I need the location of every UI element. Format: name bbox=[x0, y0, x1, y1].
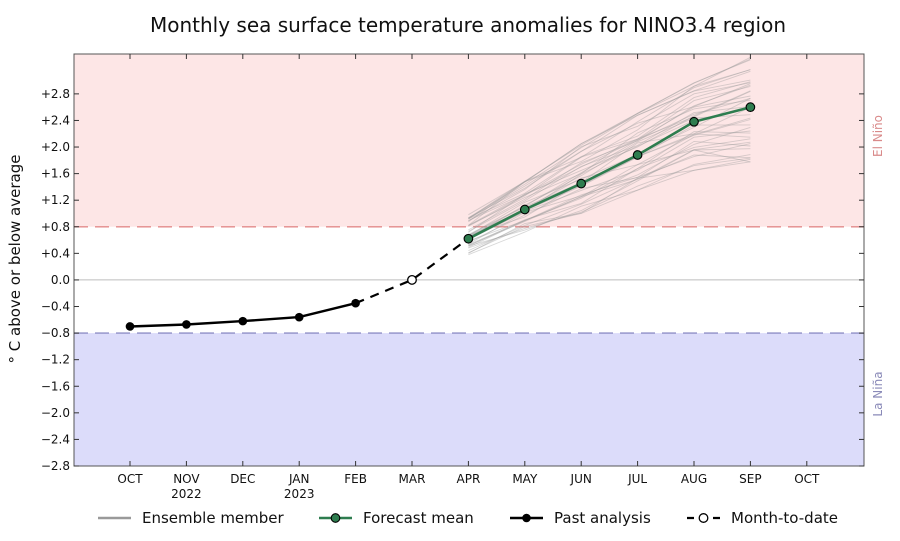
y-tick-label: −0.8 bbox=[41, 326, 70, 340]
y-tick-label: −2.0 bbox=[41, 406, 70, 420]
ensemble-member-line bbox=[468, 154, 751, 256]
ensemble-member-line bbox=[468, 95, 751, 221]
ensemble-member-line bbox=[468, 82, 751, 222]
x-tick-year-label: 2022 bbox=[171, 487, 202, 501]
x-tick-label: MAY bbox=[512, 472, 538, 486]
x-tick-label: AUG bbox=[681, 472, 707, 486]
forecast-mean-point bbox=[745, 102, 756, 113]
ensemble-member-line bbox=[468, 106, 751, 236]
ensemble-member-line bbox=[468, 141, 751, 246]
ensemble-member-line bbox=[468, 84, 751, 231]
y-tick-label: −0.4 bbox=[41, 300, 70, 314]
past-analysis-point bbox=[125, 322, 135, 331]
ensemble-member-line bbox=[468, 106, 751, 232]
ensemble-member-line bbox=[468, 59, 751, 216]
y-tick-label: +2.8 bbox=[41, 87, 70, 101]
ensemble-member-line bbox=[468, 143, 751, 246]
x-tick-label: DEC bbox=[230, 472, 255, 486]
ensemble-member-line bbox=[468, 138, 751, 247]
ensemble-member-line bbox=[468, 157, 751, 249]
past-analysis-point bbox=[294, 312, 304, 322]
past-to-forecast-dashed-line bbox=[355, 237, 470, 305]
forecast-mean-point bbox=[689, 116, 699, 127]
past-analysis-point bbox=[238, 316, 248, 326]
ensemble-member-line bbox=[468, 130, 751, 240]
ensemble-member-line bbox=[468, 58, 751, 219]
ensemble-member-line bbox=[468, 158, 751, 254]
x-tick-label: JUN bbox=[570, 472, 592, 486]
ensemble-member-line bbox=[468, 148, 751, 248]
ensemble-member-line bbox=[468, 81, 751, 220]
forecast-mean-point bbox=[463, 233, 474, 244]
forecast-mean-point bbox=[632, 150, 643, 160]
x-tick-label: OCT bbox=[117, 472, 143, 486]
y-axis-label: ° C above or below average bbox=[6, 155, 24, 364]
ensemble-member-line bbox=[468, 90, 751, 233]
y-tick-label: +0.4 bbox=[41, 246, 70, 260]
ensemble-member-line bbox=[468, 149, 751, 247]
ensemble-member-line bbox=[468, 97, 751, 237]
ensemble-member-line bbox=[468, 69, 751, 223]
legend-past-marker bbox=[522, 513, 531, 523]
ensemble-member-line bbox=[468, 70, 751, 220]
legend: Ensemble member Forecast mean Past analysi… bbox=[98, 509, 838, 527]
past-analysis-point bbox=[351, 298, 360, 308]
past-analysis-point bbox=[182, 320, 191, 329]
ensemble-member-line bbox=[468, 79, 751, 219]
legend-label: Ensemble member bbox=[142, 509, 285, 527]
x-tick-label: NOV bbox=[173, 472, 200, 486]
forecast-mean-line bbox=[467, 105, 751, 240]
x-tick-label: APR bbox=[457, 472, 481, 486]
ensemble-member-line bbox=[468, 99, 751, 227]
x-tick-label: JAN bbox=[288, 472, 310, 486]
legend-forecast-marker bbox=[330, 513, 341, 523]
ensemble-member-line bbox=[468, 90, 751, 226]
x-tick-label: SEP bbox=[739, 472, 761, 486]
ensemble-member-line bbox=[468, 114, 751, 239]
y-tick-label: +1.6 bbox=[41, 167, 70, 181]
legend-label: Forecast mean bbox=[363, 509, 474, 527]
forecast-mean-point bbox=[576, 178, 587, 189]
y-tick-label: +2.4 bbox=[41, 113, 70, 127]
legend-label: Past analysis bbox=[554, 509, 651, 527]
y-tick-label: +2.0 bbox=[41, 140, 70, 154]
y-tick-label: −1.2 bbox=[41, 353, 70, 367]
y-tick-label: −2.8 bbox=[41, 459, 70, 473]
y-tick-label: −2.4 bbox=[41, 432, 70, 446]
ensemble-member-line bbox=[468, 161, 751, 254]
x-tick-label: JUL bbox=[627, 472, 647, 486]
ensemble-member-line bbox=[468, 56, 751, 219]
ensemble-member-line bbox=[468, 86, 751, 227]
la-nina-region bbox=[74, 333, 864, 466]
forecast-mean-point bbox=[519, 204, 530, 215]
y-tick-label: +0.8 bbox=[41, 220, 70, 234]
el-nino-label: El Niño bbox=[871, 115, 885, 157]
y-tick-label: −1.6 bbox=[41, 379, 70, 393]
legend-mtd-marker bbox=[698, 513, 709, 523]
ensemble-member-line bbox=[468, 154, 751, 252]
ensemble-member-line bbox=[468, 131, 751, 242]
el-nino-region bbox=[74, 54, 864, 227]
ensemble-member-line bbox=[468, 83, 751, 219]
y-tick-label: 0.0 bbox=[51, 273, 70, 287]
x-tick-label: FEB bbox=[344, 472, 367, 486]
y-tick-label: +1.2 bbox=[41, 193, 70, 207]
plot-area: +2.8 +2.4 +2.0 +1.6 +1.2 +0.8 +0.4 0.0 −0.4 −0.8 −… bbox=[41, 53, 865, 501]
ensemble-member-line bbox=[468, 97, 751, 235]
x-tick-label: MAR bbox=[399, 472, 426, 486]
x-tick-label: OCT bbox=[794, 472, 820, 486]
ensemble-member-line bbox=[468, 126, 751, 245]
legend-label: Month-to-date bbox=[731, 509, 838, 527]
ensemble-member-line bbox=[468, 140, 751, 243]
month-to-date-point bbox=[407, 274, 417, 285]
chart-title: Monthly sea surface temperature anomalie… bbox=[150, 13, 786, 37]
la-nina-label: La Niña bbox=[871, 371, 885, 416]
plot-frame bbox=[73, 53, 865, 467]
x-tick-year-label: 2023 bbox=[284, 487, 315, 501]
ensemble-member-line bbox=[468, 69, 751, 226]
